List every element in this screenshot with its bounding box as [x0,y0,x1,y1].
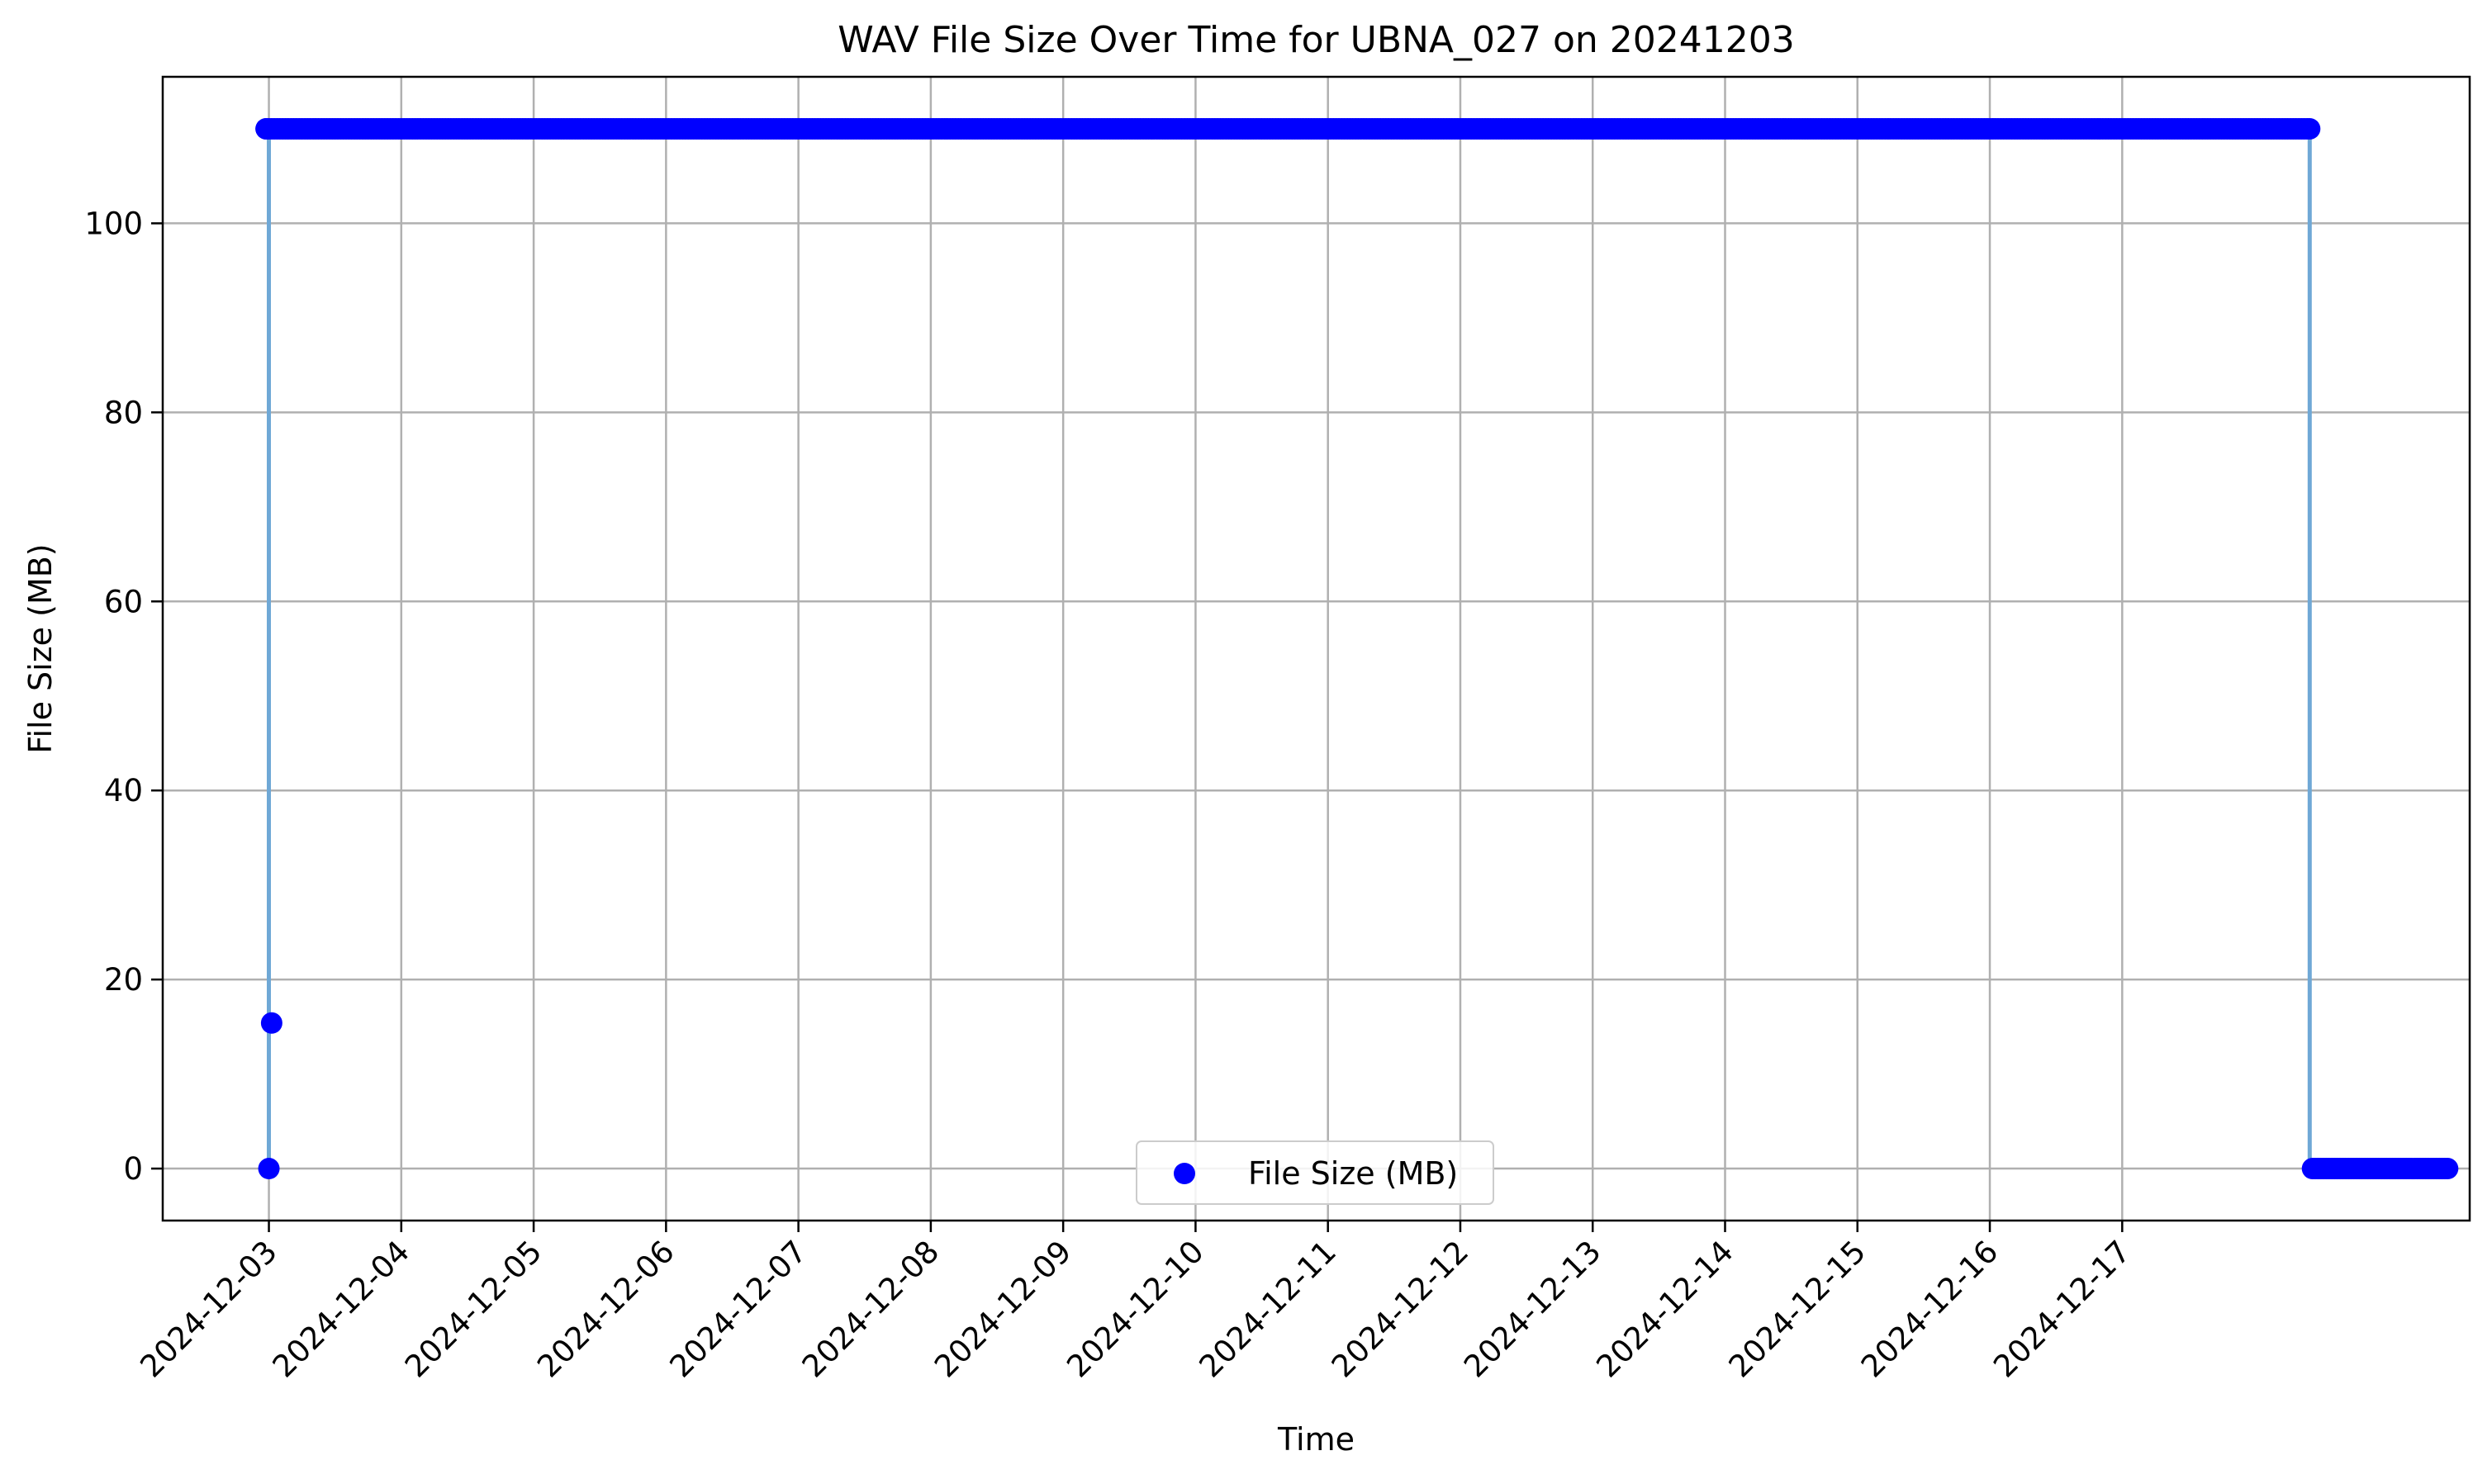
data-point [2437,1158,2459,1180]
legend-label: File Size (MB) [1248,1155,1458,1192]
legend-marker [1174,1163,1195,1184]
chart-title: WAV File Size Over Time for UBNA_027 on … [838,19,1794,61]
legend: File Size (MB) [1136,1140,1494,1205]
y-tick-label: 40 [104,773,143,808]
y-axis-ticks: 0 20 40 60 80 100 [84,206,163,1187]
grid [163,77,2470,1221]
y-tick-label: 80 [104,395,143,430]
legend-box [1136,1140,1494,1205]
y-tick-label: 20 [104,962,143,998]
series-points [255,117,2459,1180]
data-point [258,1158,280,1180]
x-axis-label: Time [1277,1421,1355,1458]
y-tick-label: 60 [104,584,143,619]
data-point [255,117,278,140]
y-tick-label: 0 [123,1151,143,1187]
data-point [2299,117,2321,140]
y-tick-label: 100 [84,206,143,241]
data-point [260,1012,282,1034]
plot-frame [161,75,2471,1222]
y-axis-label: File Size (MB) [22,543,59,753]
